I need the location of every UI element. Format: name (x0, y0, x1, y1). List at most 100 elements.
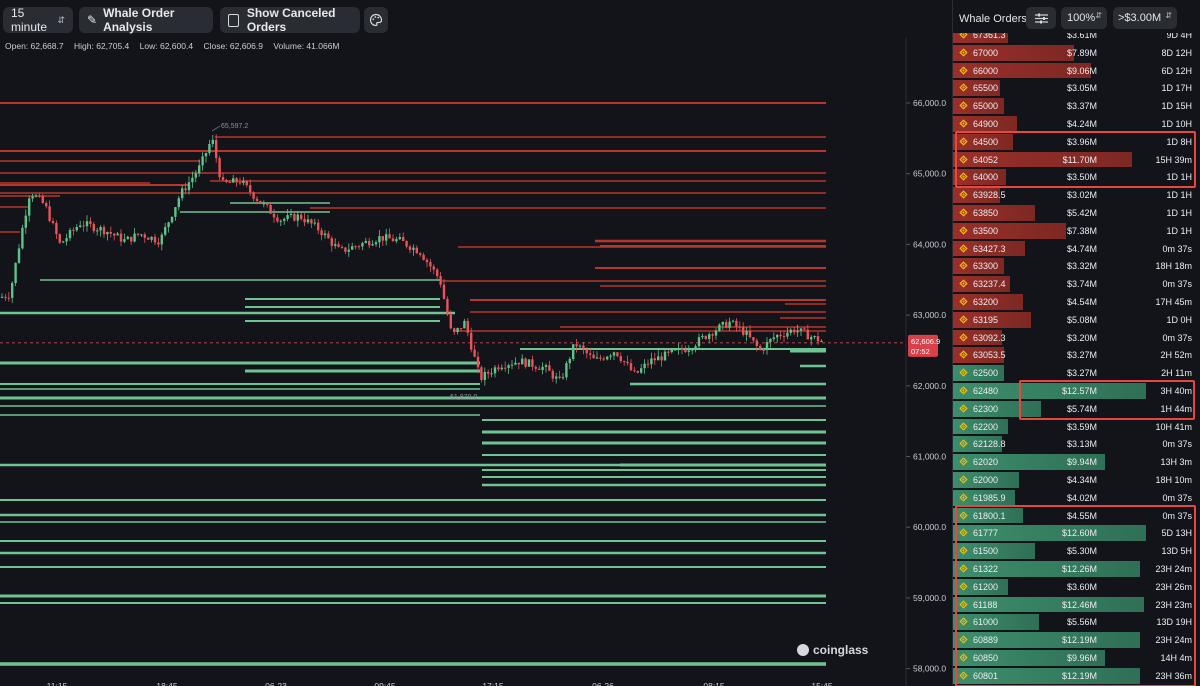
order-row[interactable]: 61777 $12.60M 5D 13H (953, 524, 1200, 542)
order-age: 13H 3m (1160, 457, 1192, 468)
order-row[interactable]: 63300 $3.32M 18H 18m (953, 257, 1200, 275)
order-price: 63500 (973, 225, 999, 236)
order-row[interactable]: 60889 $12.19M 23H 24m (953, 631, 1200, 649)
binance-icon (959, 493, 968, 502)
candle-body (490, 373, 493, 375)
binance-icon (959, 332, 968, 342)
order-row[interactable]: 63850 $5.42M 1D 1H (953, 204, 1200, 222)
order-row[interactable]: 64500 $3.96M 1D 8H (953, 133, 1200, 151)
candlestick-chart[interactable]: 66,000.0 65,000.0 64,000.0 63,000.0 62,000.0… (0, 0, 952, 686)
order-price: 65000 (973, 101, 999, 112)
order-row[interactable]: 65000 $3.37M 1D 15H (953, 97, 1200, 115)
binance-icon (959, 48, 968, 57)
order-row[interactable]: 63195 $5.08M 1D 0H (953, 311, 1200, 329)
order-row[interactable]: 61985.9 $4.02M 0m 37s (953, 489, 1200, 507)
whale-order-list[interactable]: 67361.3 $3.61M 9D 4H 67000 $7.89M 8D 12H 66000… (953, 33, 1200, 686)
candle-body (759, 346, 762, 350)
order-age: 1D 15H (1161, 101, 1192, 112)
order-row[interactable]: 61000 $5.56M 13D 19H (953, 613, 1200, 631)
candle-body (432, 266, 435, 270)
order-row[interactable]: 67000 $7.89M 8D 12H (953, 44, 1200, 62)
order-row[interactable]: 62500 $3.27M 2H 11m (953, 364, 1200, 382)
high-marker-label: 65,597.2 (221, 123, 248, 130)
filter-settings-button[interactable] (1026, 7, 1056, 29)
order-row[interactable]: 61322 $12.26M 23H 24m (953, 560, 1200, 578)
zoom-select[interactable]: 100% ⇵ (1061, 7, 1107, 29)
candle-body (283, 218, 286, 221)
candle-body (204, 152, 208, 157)
interval-select[interactable]: 15 minute ⇵ (3, 6, 73, 34)
order-row[interactable]: 64000 $3.50M 1D 1H (953, 168, 1200, 186)
order-row[interactable]: 62128.8 $3.13M 0m 37s (953, 435, 1200, 453)
candle-body (269, 204, 272, 214)
candle-body (395, 239, 398, 242)
order-age: 0m 37s (1162, 332, 1192, 343)
candle-body (534, 366, 537, 369)
order-row[interactable]: 63237.4 $3.74M 0m 37s (953, 275, 1200, 293)
order-row[interactable]: 61188 $12.46M 23H 23m (953, 596, 1200, 614)
order-row[interactable]: 63500 $7.38M 1D 1H (953, 222, 1200, 240)
candle-body (721, 321, 724, 325)
candle-body (789, 329, 792, 333)
candle-body (629, 363, 633, 371)
order-amount: $3.59M (1066, 421, 1097, 432)
order-price: 61188 (973, 599, 998, 610)
order-row[interactable]: 62300 $5.74M 1H 44m (953, 400, 1200, 418)
order-row[interactable]: 62200 $3.59M 10H 41m (953, 418, 1200, 436)
order-row[interactable]: 65500 $3.05M 1D 17H (953, 79, 1200, 97)
order-amount: $3.37M (1066, 101, 1097, 112)
candle-body (466, 320, 469, 333)
candle-body (106, 232, 109, 235)
order-size-bar (953, 650, 1105, 666)
palette-button[interactable] (364, 7, 388, 33)
candle-body (55, 222, 58, 235)
binance-icon (959, 386, 968, 395)
order-row[interactable]: 62480 $12.57M 3H 40m (953, 382, 1200, 400)
order-row[interactable]: 63200 $4.54M 17H 45m (953, 293, 1200, 311)
checkbox-icon[interactable] (228, 13, 239, 27)
order-row[interactable]: 62020 $9.94M 13H 3m (953, 453, 1200, 471)
order-row[interactable]: 63053.5 $3.27M 2H 52m (953, 346, 1200, 364)
binance-icon (959, 582, 968, 591)
order-amount: $3.27M (1066, 368, 1097, 379)
order-age: 1D 8H (1166, 136, 1192, 147)
show-canceled-orders-toggle[interactable]: Show Canceled Orders (220, 6, 360, 34)
binance-icon (959, 172, 968, 182)
order-row[interactable]: 66000 $9.06M 6D 12H (953, 62, 1200, 80)
order-row[interactable]: 60801 $12.19M 23H 36m (953, 667, 1200, 685)
candle-body (136, 233, 140, 235)
order-row[interactable]: 61500 $5.30M 13D 5H (953, 542, 1200, 560)
candle-body (606, 356, 609, 360)
order-row[interactable]: 61200 $3.60M 23H 26m (953, 578, 1200, 596)
order-row[interactable]: 64900 $4.24M 1D 10H (953, 115, 1200, 133)
min-size-select[interactable]: >$3.00M ⇵ (1113, 7, 1177, 29)
candle-body (7, 297, 10, 299)
order-row[interactable]: 63928.5 $3.02M 1D 1H (953, 186, 1200, 204)
order-row[interactable]: 63427.3 $4.74M 0m 37s (953, 240, 1200, 258)
order-amount: $12.57M (1061, 386, 1097, 396)
order-row[interactable]: 63092.3 $3.20M 0m 37s (953, 329, 1200, 347)
order-age: 1D 10H (1161, 119, 1192, 129)
candle-body (245, 180, 248, 186)
ohlc-low: Low: 62,600.4 (139, 41, 194, 51)
candle-body (742, 326, 745, 335)
whale-order-analysis-button[interactable]: ✎ Whale Order Analysis (79, 6, 213, 34)
order-amount: $4.54M (1066, 297, 1097, 307)
candle-body (476, 356, 480, 368)
order-row[interactable]: 67361.3 $3.61M 9D 4H (953, 33, 1200, 44)
order-row[interactable]: 61800.1 $4.55M 0m 37s (953, 507, 1200, 525)
order-row[interactable]: 64052 $11.70M 15H 39m (953, 151, 1200, 169)
candle-body (463, 320, 466, 329)
candle-body (453, 328, 456, 332)
price-chart[interactable]: 66,000.0 65,000.0 64,000.0 63,000.0 62,000.0… (0, 0, 952, 686)
order-age: 2H 52m (1160, 350, 1192, 361)
candle-body (436, 269, 439, 277)
order-age: 2H 11m (1161, 368, 1192, 379)
order-row[interactable]: 60850 $9.96M 14H 4m (953, 649, 1200, 667)
order-row[interactable]: 62000 $4.34M 18H 10m (953, 471, 1200, 489)
candle-body (113, 233, 116, 236)
candle-body (636, 370, 639, 373)
order-price: 61777 (973, 528, 999, 539)
order-size-bar (953, 507, 1023, 524)
candle-body (806, 329, 809, 340)
